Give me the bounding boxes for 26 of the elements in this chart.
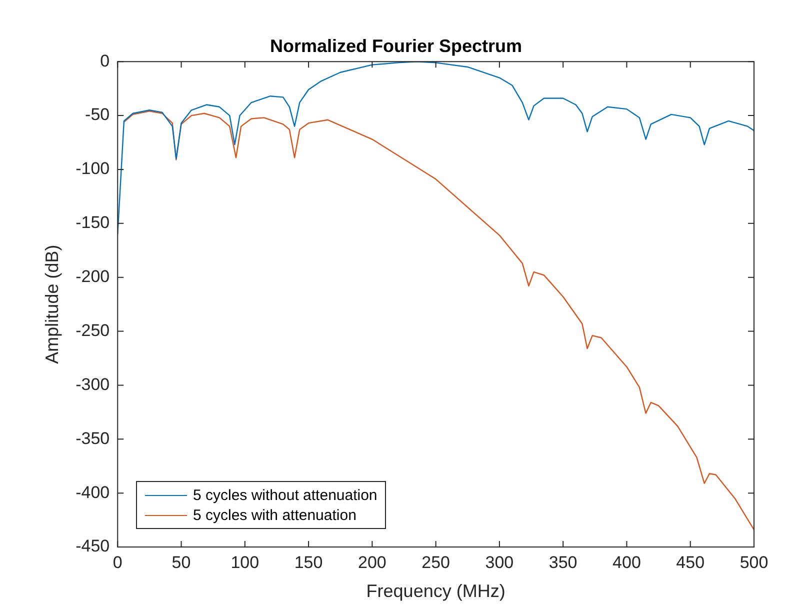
y-tick-label: -450 xyxy=(76,536,110,556)
y-tick-label: -300 xyxy=(76,374,110,394)
y-tick-label: -350 xyxy=(76,428,110,448)
x-tick-label: 50 xyxy=(172,552,191,572)
x-tick-label: 300 xyxy=(485,552,514,572)
x-tick-label: 150 xyxy=(294,552,323,572)
legend-label: 5 cycles with attenuation xyxy=(193,506,356,524)
y-tick-label: 0 xyxy=(100,51,110,70)
y-tick-label: -50 xyxy=(85,105,110,124)
y-tick-label: -250 xyxy=(76,320,110,340)
x-tick-label: 450 xyxy=(676,552,705,572)
y-tick-label: -100 xyxy=(76,159,110,178)
x-tick-label: 500 xyxy=(740,552,768,572)
y-axis-title: Amplitude (dB) xyxy=(42,244,62,364)
x-tick-label: 200 xyxy=(358,552,386,572)
y-tick-label: -150 xyxy=(76,213,110,232)
y-tick-label: -200 xyxy=(76,267,110,286)
chart-title: Normalized Fourier Spectrum xyxy=(270,36,522,56)
x-tick-label: 0 xyxy=(112,552,122,572)
legend-label: 5 cycles without attenuation xyxy=(193,486,378,504)
x-tick-label: 100 xyxy=(230,552,260,572)
x-tick-label: 350 xyxy=(548,552,578,572)
y-tick-label: -400 xyxy=(76,482,110,502)
x-tick-label: 400 xyxy=(612,552,641,572)
x-axis-title: Frequency (MHz) xyxy=(366,581,506,602)
x-tick-label: 250 xyxy=(422,552,450,572)
